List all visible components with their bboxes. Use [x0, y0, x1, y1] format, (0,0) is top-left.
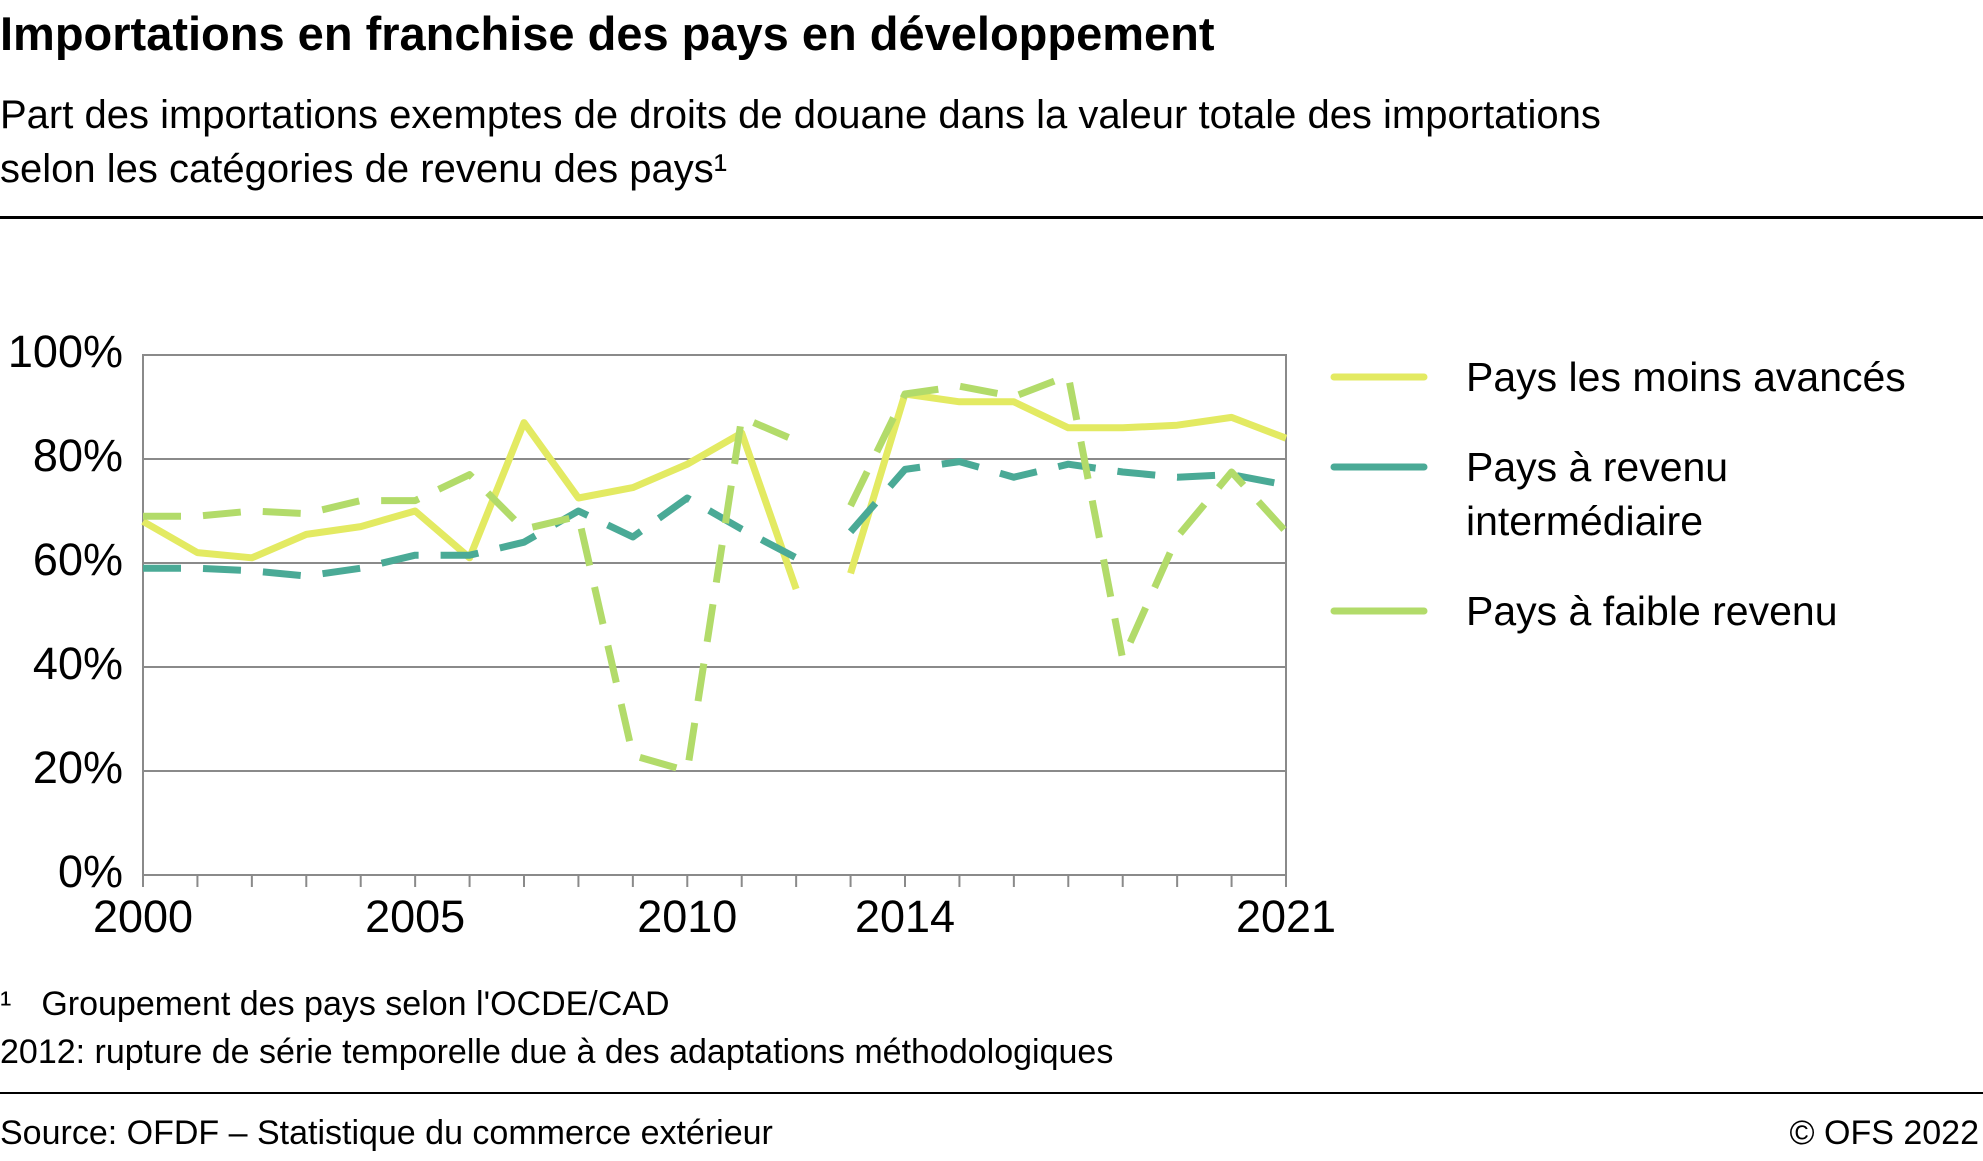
series-line — [143, 413, 798, 775]
legend-label: Pays à faible revenu — [1466, 588, 1838, 634]
x-tick-label: 2021 — [1236, 891, 1336, 942]
footnote-text: Groupement des pays selon l'OCDE/CAD — [41, 985, 670, 1023]
series-line — [143, 494, 798, 580]
plot-frame — [142, 354, 1287, 876]
source: Source: OFDF – Statistique du commerce e… — [0, 1114, 773, 1152]
legend-label: Pays à revenu intermédiaire — [1466, 444, 1729, 544]
x-tick-label: 2014 — [855, 891, 955, 942]
x-tick-label: 2005 — [365, 891, 465, 942]
y-tick-label: 0% — [58, 846, 123, 897]
y-tick-label: 80% — [33, 430, 123, 481]
subtitle: Part des importations exemptes de droits… — [0, 93, 1601, 191]
y-tick-label: 20% — [33, 742, 123, 793]
x-tick-label: 2010 — [637, 891, 737, 942]
series-line — [141, 419, 800, 591]
legend-label: Pays les moins avancés — [1466, 354, 1906, 400]
rule — [0, 216, 1983, 219]
x-tick-label: 2000 — [93, 891, 193, 942]
rule — [0, 1092, 1983, 1094]
title: Importations en franchise des pays en dé… — [0, 7, 1215, 60]
y-tick-label: 40% — [33, 638, 123, 689]
footnote: ¹ Groupement des pays selon l'OCDE/CAD — [0, 985, 670, 1024]
series-line — [847, 458, 1287, 535]
footnote-marker: ¹ — [0, 985, 12, 1023]
series-line — [847, 372, 1289, 663]
series-line — [847, 390, 1288, 575]
break-note: 2012: rupture de série temporelle due à … — [0, 1033, 1114, 1071]
copyright: © OFS 2022 — [1789, 1114, 1979, 1152]
y-tick-label: 100% — [8, 326, 123, 377]
y-tick-label: 60% — [33, 534, 123, 585]
